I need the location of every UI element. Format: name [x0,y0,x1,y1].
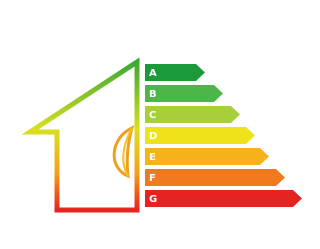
rating-letter: C [149,110,156,121]
rating-letter: E [149,152,156,163]
rating-letter: D [149,131,157,142]
bar-e [145,148,269,165]
bar-b [145,85,223,102]
rating-letter: G [149,194,157,205]
rating-letter: B [149,89,157,100]
rating-letter: F [149,173,156,184]
bar-c [145,106,240,123]
house-outline [30,62,137,210]
bar-d [145,127,255,144]
bar-g [145,190,302,207]
rating-letter: A [149,68,157,79]
bar-f [145,169,285,186]
rating-bars [145,64,302,207]
energy-label-icon: A B C D E F G [0,0,318,249]
